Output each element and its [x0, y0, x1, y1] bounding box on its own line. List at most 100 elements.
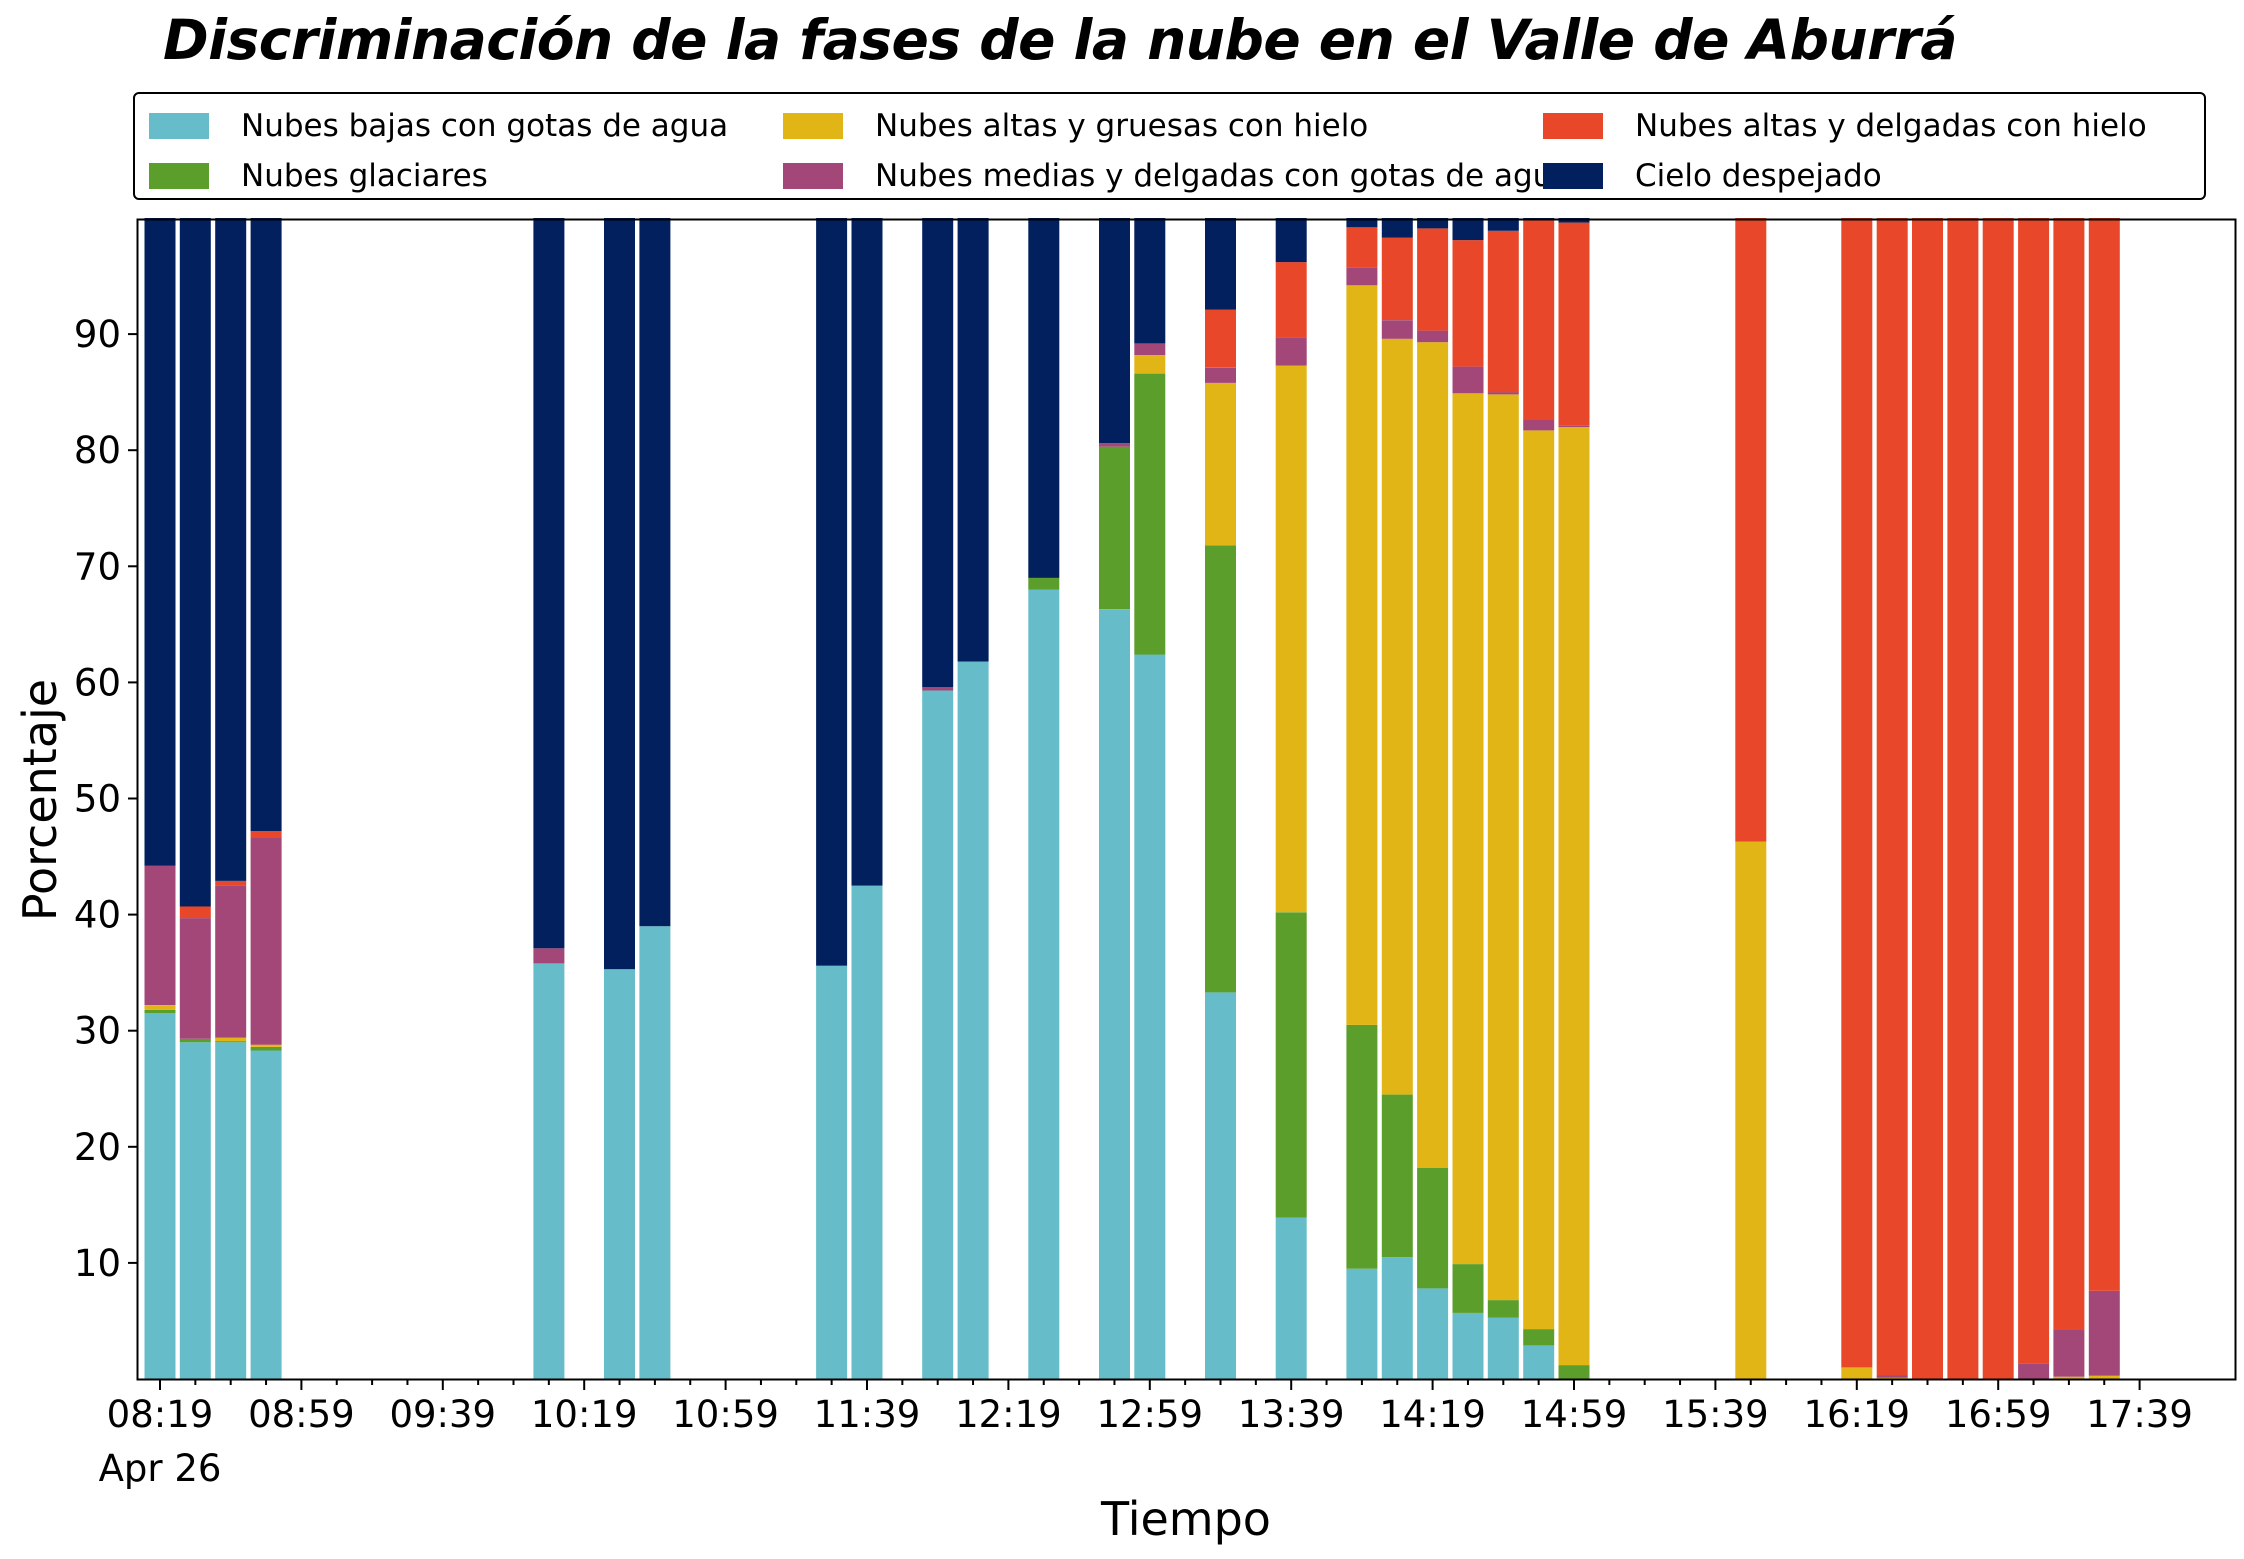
- bar-segment-nubes-altas-y-delgadas-con-hielo: [1417, 228, 1449, 331]
- bars-layer: [144, 218, 2120, 1379]
- bar-segment-nubes-altas-y-gruesas-con-hielo: [1275, 365, 1307, 913]
- bar-segment-nubes-altas-y-delgadas-con-hielo: [2018, 218, 2050, 1364]
- bar-segment-nubes-bajas-con-gotas-de-agua: [957, 661, 989, 1379]
- bar-segment-nubes-medias-y-delgadas-con-gotas-de-agua: [1417, 330, 1449, 343]
- legend-label: Nubes altas y delgadas con hielo: [1635, 108, 2147, 144]
- bar-segment-cielo-despejado: [215, 218, 247, 881]
- bar-segment-nubes-altas-y-gruesas-con-hielo: [1134, 355, 1166, 374]
- y-tick-label: 10: [74, 1242, 121, 1285]
- bar-segment-cielo-despejado: [851, 218, 883, 886]
- bar-segment-nubes-bajas-con-gotas-de-agua: [1487, 1317, 1519, 1379]
- bar-segment-cielo-despejado: [604, 218, 635, 970]
- bar-segment-nubes-altas-y-delgadas-con-hielo: [1205, 309, 1236, 368]
- bar-segment-cielo-despejado: [1205, 218, 1236, 310]
- legend-swatch: [149, 113, 209, 139]
- chart-title: Discriminación de la fases de la nube en…: [163, 8, 1958, 72]
- bar-segment-nubes-altas-y-delgadas-con-hielo: [1841, 218, 1873, 1368]
- bar-segment-nubes-altas-y-delgadas-con-hielo: [1735, 218, 1767, 842]
- x-tick-label: 14:59: [1521, 1393, 1628, 1436]
- bar-segment-nubes-glaciares: [1028, 577, 1060, 590]
- bar-segment-nubes-glaciares: [1381, 1094, 1413, 1258]
- y-axis-label: Porcentaje: [13, 679, 67, 921]
- bar-segment-nubes-medias-y-delgadas-con-gotas-de-agua: [1275, 337, 1307, 366]
- bar-segment-nubes-altas-y-delgadas-con-hielo: [1558, 222, 1590, 426]
- bar-segment-cielo-despejado: [1346, 218, 1378, 228]
- y-tick-label: 70: [74, 545, 121, 588]
- bar-segment-nubes-glaciares: [1099, 446, 1130, 610]
- bar-segment-nubes-glaciares: [1558, 1365, 1590, 1379]
- bar-segment-nubes-bajas-con-gotas-de-agua: [250, 1050, 282, 1379]
- bar-segment-nubes-altas-y-gruesas-con-hielo: [1452, 393, 1484, 1265]
- bar-segment-nubes-altas-y-delgadas-con-hielo: [179, 906, 211, 919]
- bar-segment-nubes-altas-y-gruesas-con-hielo: [144, 1005, 176, 1010]
- bar-segment-nubes-medias-y-delgadas-con-gotas-de-agua: [179, 918, 211, 1039]
- legend-item-nubes-bajas-con-gotas-de-agua: Nubes bajas con gotas de agua: [149, 106, 728, 146]
- bar-segment-nubes-medias-y-delgadas-con-gotas-de-agua: [2053, 1329, 2085, 1377]
- legend-item-nubes-altas-y-gruesas-con-hielo: Nubes altas y gruesas con hielo: [783, 106, 1368, 146]
- bar-segment-nubes-altas-y-gruesas-con-hielo: [1876, 1377, 1908, 1379]
- bar-segment-nubes-medias-y-delgadas-con-gotas-de-agua: [1099, 443, 1130, 447]
- bar-segment-cielo-despejado: [1275, 218, 1307, 263]
- legend-label: Cielo despejado: [1635, 158, 1882, 194]
- bar-segment-cielo-despejado: [639, 218, 671, 927]
- y-axis: 10 20 30 40 50 60 70 80 90: [74, 313, 138, 1285]
- x-tick-label: 14:19: [1379, 1393, 1486, 1436]
- bar-segment-cielo-despejado: [179, 218, 211, 907]
- bar-segment-cielo-despejado: [957, 218, 989, 662]
- bar-segment-nubes-altas-y-delgadas-con-hielo: [1381, 237, 1413, 321]
- legend-item-nubes-medias-y-delgadas-con-gotas-de-agua: Nubes medias y delgadas con gotas de agu…: [783, 156, 1571, 196]
- bar-segment-nubes-altas-y-delgadas-con-hielo: [1912, 218, 1943, 1379]
- bar-segment-cielo-despejado: [533, 218, 565, 949]
- bar-segment-nubes-medias-y-delgadas-con-gotas-de-agua: [1558, 425, 1590, 427]
- bar-segment-cielo-despejado: [1381, 218, 1413, 238]
- bar-segment-nubes-bajas-con-gotas-de-agua: [1099, 609, 1130, 1379]
- x-tick-label: 15:39: [1662, 1393, 1769, 1436]
- bar-segment-nubes-bajas-con-gotas-de-agua: [215, 1042, 247, 1379]
- legend-label: Nubes medias y delgadas con gotas de agu…: [875, 158, 1572, 194]
- bar-segment-nubes-medias-y-delgadas-con-gotas-de-agua: [1134, 343, 1166, 355]
- bar-segment-nubes-glaciares: [215, 1041, 247, 1043]
- legend-label: Nubes bajas con gotas de agua: [241, 108, 729, 144]
- bar-segment-nubes-bajas-con-gotas-de-agua: [1523, 1345, 1555, 1379]
- y-tick-label: 50: [74, 778, 121, 821]
- bar-segment-nubes-medias-y-delgadas-con-gotas-de-agua: [2018, 1363, 2050, 1379]
- bar-segment-nubes-bajas-con-gotas-de-agua: [1028, 589, 1060, 1379]
- bar-segment-nubes-glaciares: [1134, 373, 1166, 655]
- bar-segment-nubes-glaciares: [250, 1047, 282, 1051]
- x-date-label: Apr 26: [99, 1447, 222, 1490]
- bar-segment-nubes-medias-y-delgadas-con-gotas-de-agua: [1523, 420, 1555, 431]
- bar-segment-nubes-altas-y-gruesas-con-hielo: [1558, 427, 1590, 1366]
- bar-segment-nubes-bajas-con-gotas-de-agua: [922, 690, 954, 1379]
- bar-segment-nubes-altas-y-gruesas-con-hielo: [1487, 394, 1519, 1301]
- x-tick-label: 16:59: [1945, 1393, 2052, 1436]
- y-tick-label: 40: [74, 894, 121, 937]
- bar-segment-nubes-bajas-con-gotas-de-agua: [144, 1013, 176, 1379]
- x-tick-label: 16:19: [1803, 1393, 1910, 1436]
- bar-segment-nubes-medias-y-delgadas-con-gotas-de-agua: [215, 885, 247, 1038]
- bar-segment-cielo-despejado: [1487, 218, 1519, 231]
- bar-segment-nubes-medias-y-delgadas-con-gotas-de-agua: [1452, 366, 1484, 394]
- legend-label: Nubes glaciares: [241, 158, 488, 194]
- bar-segment-nubes-altas-y-delgadas-con-hielo: [1876, 218, 1908, 1376]
- bar-segment-nubes-glaciares: [1346, 1024, 1378, 1269]
- x-tick-label: 11:39: [814, 1393, 921, 1436]
- x-axis-label: Tiempo: [1100, 1492, 1271, 1546]
- bar-segment-nubes-glaciares: [1417, 1167, 1449, 1289]
- bar-segment-nubes-bajas-con-gotas-de-agua: [1452, 1312, 1484, 1379]
- bar-segment-nubes-bajas-con-gotas-de-agua: [1381, 1257, 1413, 1379]
- bar-segment-cielo-despejado: [922, 218, 954, 687]
- bar-segment-nubes-bajas-con-gotas-de-agua: [1417, 1288, 1449, 1379]
- y-tick-label: 30: [74, 1010, 121, 1053]
- bar-segment-nubes-bajas-con-gotas-de-agua: [639, 926, 671, 1379]
- y-tick-label: 60: [74, 661, 121, 704]
- bar-segment-nubes-medias-y-delgadas-con-gotas-de-agua: [533, 948, 565, 964]
- bar-segment-nubes-altas-y-delgadas-con-hielo: [1487, 230, 1519, 393]
- bar-segment-nubes-glaciares: [1452, 1264, 1484, 1313]
- legend-item-nubes-glaciares: Nubes glaciares: [149, 156, 488, 196]
- x-axis: 08:19 08:59 09:39 10:19 10:59 11:39 12:19 12:59…: [107, 1379, 2193, 1436]
- bar-segment-nubes-bajas-con-gotas-de-agua: [1134, 654, 1166, 1379]
- bar-segment-nubes-glaciares: [179, 1038, 211, 1043]
- bar-segment-nubes-altas-y-delgadas-con-hielo: [1452, 240, 1484, 367]
- bar-segment-nubes-medias-y-delgadas-con-gotas-de-agua: [922, 687, 954, 691]
